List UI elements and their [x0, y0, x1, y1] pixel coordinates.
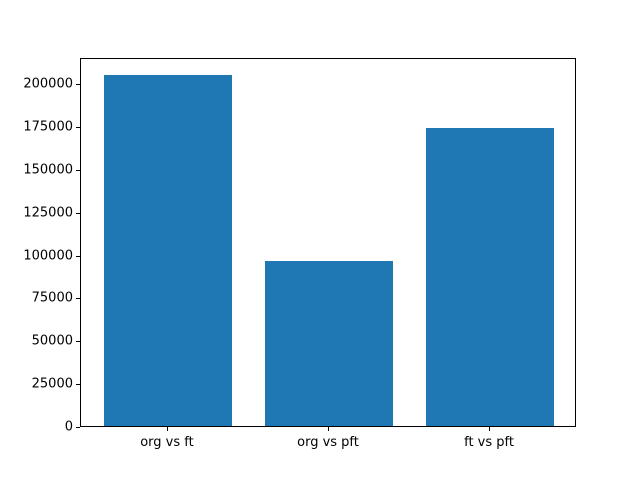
x-axis-tick-label: org vs ft: [140, 435, 194, 450]
y-axis-tick-mark: [76, 384, 80, 386]
y-axis-tick-label: 75000: [31, 290, 73, 306]
y-axis-tick-mark: [76, 341, 80, 343]
bar-org-vs-pft: [264, 261, 394, 426]
y-axis-tick-mark: [76, 84, 80, 86]
y-axis-tick-label: 175000: [23, 119, 73, 135]
x-axis-tick-mark: [328, 427, 329, 431]
plot-area: [80, 58, 576, 427]
y-axis-tick-mark: [76, 298, 80, 300]
y-axis-tick-label: 200000: [23, 76, 73, 92]
y-axis-tick-mark: [76, 212, 80, 214]
x-axis-tick-label: org vs pft: [297, 435, 359, 450]
y-axis-tick-mark: [76, 427, 80, 428]
y-axis-tick-label: 100000: [23, 248, 73, 264]
x-axis-tick-mark: [166, 427, 168, 431]
y-axis-tick-mark: [76, 127, 80, 128]
y-axis-tick-mark: [76, 255, 80, 257]
bar-ft-vs-pft: [425, 127, 555, 426]
y-axis-tick-mark: [76, 169, 80, 171]
y-axis-tick-label: 50000: [31, 333, 73, 349]
bar-org-vs-ft: [103, 74, 233, 426]
y-axis-tick-label: 0: [64, 419, 73, 435]
y-axis-tick-label: 125000: [23, 205, 73, 221]
y-axis-tick-label: 25000: [31, 376, 73, 392]
x-axis-tick-mark: [489, 427, 491, 431]
y-axis-tick-label: 150000: [23, 162, 73, 178]
x-axis-tick-label: ft vs pft: [464, 435, 514, 450]
